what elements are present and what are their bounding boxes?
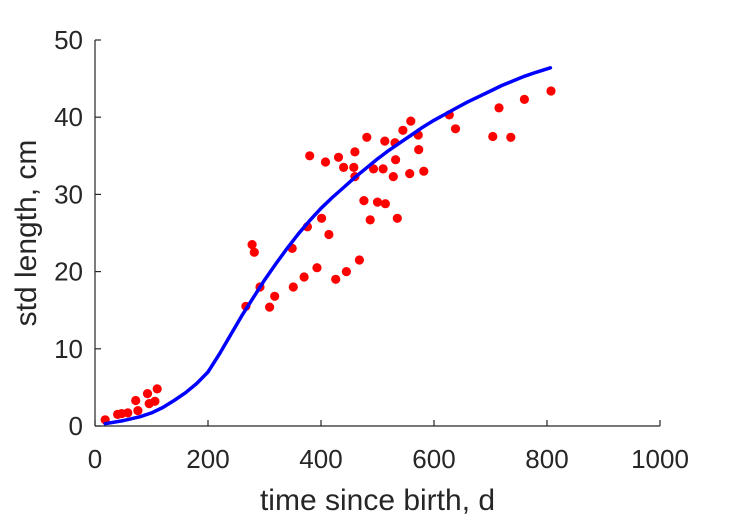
data-point — [391, 155, 401, 165]
y-axis-label: std length, cm — [10, 140, 43, 327]
data-point — [349, 162, 359, 172]
data-point — [265, 302, 275, 312]
data-point — [354, 255, 364, 265]
axes — [94, 39, 661, 427]
data-point — [506, 132, 516, 142]
data-point — [249, 247, 259, 257]
data-point — [131, 395, 141, 406]
data-point — [405, 169, 415, 179]
data-point — [378, 164, 388, 174]
data-point — [388, 172, 398, 182]
data-point — [362, 132, 372, 142]
data-point — [339, 162, 349, 172]
data-point — [488, 131, 498, 142]
data-point — [380, 199, 390, 209]
data-point — [372, 197, 383, 207]
data-point — [331, 274, 341, 284]
data-point — [288, 282, 298, 292]
data-point — [270, 291, 280, 301]
data-point — [419, 166, 429, 176]
data-point — [150, 396, 160, 406]
points-layer — [100, 86, 556, 425]
data-point — [299, 272, 309, 282]
y-tick-label: 20 — [54, 257, 83, 287]
data-point — [406, 116, 416, 126]
x-tick-label: 200 — [186, 444, 229, 474]
data-point — [142, 389, 153, 399]
fit-curve — [103, 66, 553, 426]
y-tick-label: 30 — [54, 179, 83, 209]
data-point — [324, 229, 334, 240]
data-point — [398, 125, 408, 135]
x-tick-label: 600 — [412, 444, 455, 474]
y-tick-label: 10 — [54, 334, 83, 364]
data-point — [494, 103, 504, 113]
x-tick-label: 0 — [88, 444, 102, 474]
tick-labels: 0 200 400 600 800 1000 0 10 20 30 40 50 — [54, 25, 689, 474]
data-point — [123, 408, 133, 418]
data-point — [392, 213, 402, 223]
data-point — [320, 157, 331, 167]
data-point — [133, 406, 143, 416]
y-tick-label: 0 — [69, 411, 83, 441]
data-point — [152, 384, 162, 394]
x-tick-label: 800 — [525, 444, 568, 474]
data-point — [546, 86, 556, 96]
y-tick-label: 40 — [54, 102, 83, 132]
data-point — [365, 215, 375, 225]
data-point — [414, 145, 424, 155]
data-point — [450, 124, 461, 134]
data-point — [350, 147, 360, 157]
data-point — [341, 267, 351, 277]
curve-layer — [103, 66, 553, 426]
data-point — [333, 152, 344, 162]
data-point — [368, 164, 379, 174]
data-point — [359, 196, 369, 206]
data-point — [305, 151, 315, 161]
x-tick-label: 400 — [299, 444, 342, 474]
data-point — [247, 240, 257, 250]
data-point — [312, 263, 322, 273]
x-tick-label: 1000 — [631, 444, 689, 474]
x-axis-label: time since birth, d — [260, 484, 495, 517]
y-tick-label: 50 — [54, 25, 83, 55]
data-point — [317, 213, 327, 223]
data-point — [519, 94, 530, 104]
data-point — [380, 136, 390, 146]
